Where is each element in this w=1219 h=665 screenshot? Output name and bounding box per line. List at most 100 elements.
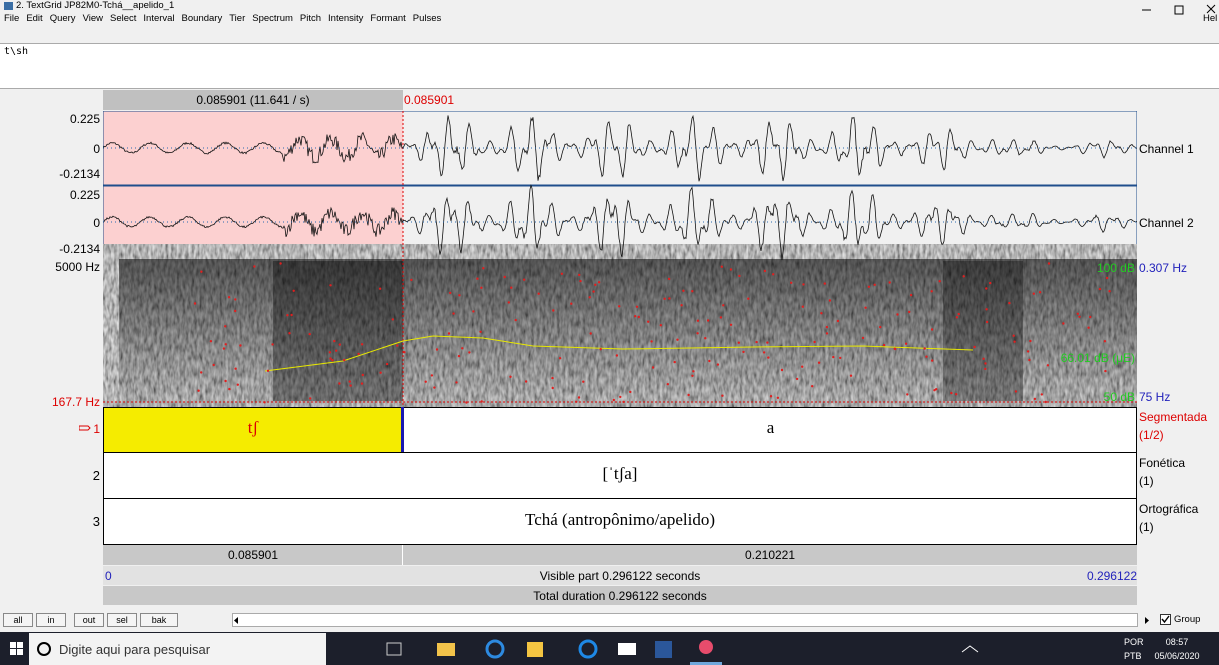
formant-dot — [455, 381, 457, 383]
scroll-right[interactable] — [1142, 616, 1152, 625]
interval-text: tʃ — [103, 418, 403, 438]
menu-item[interactable]: Edit — [26, 13, 42, 24]
formant-dot — [691, 290, 693, 292]
close[interactable] — [1207, 5, 1215, 13]
formant-dot — [730, 268, 732, 270]
restore[interactable] — [1175, 6, 1183, 14]
formant-dot — [747, 298, 749, 300]
input-language[interactable]: POR — [1124, 637, 1144, 647]
praat-icon[interactable] — [699, 640, 713, 654]
task-view[interactable] — [387, 643, 401, 655]
visible-end: 0.296122 — [1037, 569, 1137, 583]
formant-dot — [674, 361, 676, 363]
formant-dot — [329, 351, 331, 353]
input-layout[interactable]: PTB — [1124, 651, 1142, 661]
group-checkbox[interactable] — [1160, 614, 1171, 625]
formant-dot — [213, 364, 215, 366]
formant-dot — [228, 388, 230, 390]
menu-item[interactable]: Intensity — [328, 13, 363, 24]
menu-item[interactable]: Pitch — [300, 13, 321, 24]
formant-dot — [764, 270, 766, 272]
formant-dot — [738, 342, 740, 344]
formant-dot — [288, 332, 290, 334]
formant-dot — [458, 294, 460, 296]
menu-item[interactable]: Pulses — [413, 13, 442, 24]
menu-item[interactable]: Formant — [370, 13, 405, 24]
formant-dot — [561, 273, 563, 275]
edge-icon[interactable] — [580, 641, 596, 657]
formant-dot — [339, 343, 341, 345]
formant-dot — [802, 283, 804, 285]
formant-dot — [704, 337, 706, 339]
formant-dot — [559, 357, 561, 359]
formant-dot — [933, 389, 935, 391]
formant-dot — [629, 391, 631, 393]
formant-dot — [839, 357, 841, 359]
amp-min: -0.2134 — [0, 242, 100, 256]
formant-dot — [578, 274, 580, 276]
cortana-icon[interactable] — [36, 641, 52, 657]
formant-dot — [551, 377, 553, 379]
interval-text: Tchá (antropônimo/apelido) — [103, 510, 1137, 530]
formant-dot — [449, 292, 451, 294]
menu-item[interactable]: Interval — [143, 13, 174, 24]
formant-dot — [468, 351, 470, 353]
explorer-icon[interactable] — [437, 643, 455, 656]
menu-item[interactable]: Tier — [229, 13, 245, 24]
zoom-button[interactable]: in — [36, 613, 66, 627]
zoom-button[interactable]: sel — [107, 613, 137, 627]
menu-item[interactable]: Spectrum — [252, 13, 293, 24]
menu-item[interactable]: View — [83, 13, 103, 24]
cursor-time: 0.085901 — [404, 93, 454, 107]
menu-item[interactable]: Select — [110, 13, 136, 24]
scroll-left[interactable] — [232, 616, 242, 625]
formant-dot — [730, 324, 732, 326]
word-icon[interactable] — [655, 641, 672, 658]
formant-dot — [868, 286, 870, 288]
menu-item[interactable]: Boundary — [182, 13, 223, 24]
ie-icon[interactable] — [487, 641, 503, 657]
store-icon[interactable] — [527, 642, 543, 657]
formant-dot — [510, 287, 512, 289]
start-button[interactable] — [10, 642, 24, 656]
tray-arrow[interactable] — [962, 646, 978, 652]
clock-date[interactable]: 05/06/2020 — [1150, 651, 1204, 661]
menu-item[interactable]: File — [4, 13, 19, 24]
formant-dot — [668, 297, 670, 299]
db-max: 100 dB — [1050, 261, 1135, 275]
menu-item[interactable]: Hel — [1203, 13, 1217, 24]
formant-dot — [552, 309, 554, 311]
formant-dot — [963, 275, 965, 277]
zoom-button[interactable]: bak — [140, 613, 178, 627]
formant-dot — [691, 375, 693, 377]
formant-dot — [924, 347, 926, 349]
formant-dot — [582, 381, 584, 383]
formant-dot — [826, 326, 828, 328]
formant-dot — [472, 310, 474, 312]
mail-icon[interactable] — [618, 643, 636, 655]
formant-dot — [271, 343, 273, 345]
formant-dot — [986, 321, 988, 323]
menu-item[interactable]: Query — [50, 13, 76, 24]
amp-max: 0.225 — [0, 112, 100, 126]
tier-name: Segmentada — [1139, 410, 1207, 424]
formant-dot — [509, 376, 511, 378]
formant-dot — [638, 316, 640, 318]
spectrogram-dark — [273, 261, 403, 401]
formant-dot — [850, 375, 852, 377]
formant-dot — [1078, 316, 1080, 318]
clock-time[interactable]: 08:57 — [1150, 637, 1204, 647]
zoom-button[interactable]: out — [74, 613, 104, 627]
scrollbar[interactable] — [232, 613, 1138, 627]
formant-dot — [985, 308, 987, 310]
freq-min: 167.7 Hz — [0, 395, 100, 409]
formant-dot — [722, 304, 724, 306]
formant-dot — [361, 382, 363, 384]
zoom-button[interactable]: all — [3, 613, 33, 627]
formant-dot — [309, 397, 311, 399]
channel-name: Channel 2 — [1139, 216, 1194, 230]
text-field[interactable] — [0, 43, 1219, 89]
signal-view[interactable] — [103, 111, 1137, 407]
formant-dot — [458, 355, 460, 357]
formant-dot — [802, 306, 804, 308]
